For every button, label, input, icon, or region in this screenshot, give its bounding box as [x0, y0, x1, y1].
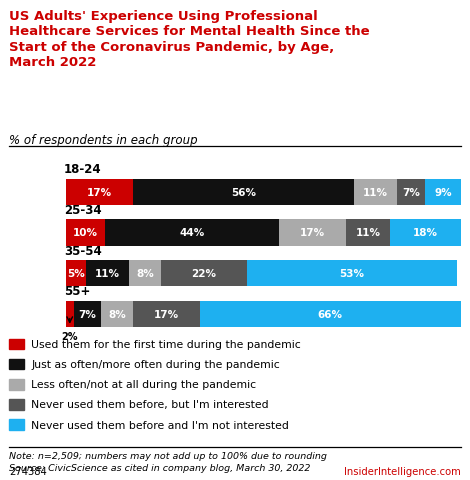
Text: 55+: 55+ — [64, 285, 90, 298]
Bar — [66, 260, 86, 287]
Bar — [66, 220, 105, 246]
Bar — [390, 220, 461, 246]
Text: 9%: 9% — [434, 188, 452, 197]
Bar — [247, 260, 457, 287]
Text: 11%: 11% — [363, 188, 388, 197]
Text: Note: n=2,509; numbers may not add up to 100% due to rounding
Source: CivicScien: Note: n=2,509; numbers may not add up to… — [9, 451, 327, 472]
Bar — [354, 180, 398, 205]
Text: 35-54: 35-54 — [64, 244, 102, 257]
Text: 66%: 66% — [318, 309, 343, 319]
Text: 8%: 8% — [136, 268, 154, 278]
Bar — [129, 260, 161, 287]
Text: 10%: 10% — [73, 228, 98, 238]
Bar — [398, 180, 425, 205]
Text: 11%: 11% — [95, 268, 120, 278]
Text: InsiderIntelligence.com: InsiderIntelligence.com — [344, 466, 461, 476]
Text: 7%: 7% — [78, 309, 96, 319]
Text: % of respondents in each group: % of respondents in each group — [9, 133, 198, 146]
Bar — [105, 220, 279, 246]
Bar — [279, 220, 346, 246]
Text: 5%: 5% — [67, 268, 85, 278]
Bar — [74, 301, 102, 327]
Text: 25-34: 25-34 — [64, 204, 102, 216]
Bar — [133, 180, 354, 205]
Bar — [102, 301, 133, 327]
Text: Used them for the first time during the pandemic: Used them for the first time during the … — [31, 339, 301, 349]
Bar — [86, 260, 129, 287]
Text: 56%: 56% — [231, 188, 256, 197]
Bar — [161, 260, 247, 287]
Text: 22%: 22% — [191, 268, 217, 278]
Text: 17%: 17% — [300, 228, 325, 238]
Text: 17%: 17% — [87, 188, 112, 197]
Text: 2%: 2% — [62, 331, 78, 341]
Bar — [425, 180, 461, 205]
Text: 274384: 274384 — [9, 466, 47, 476]
Bar — [346, 220, 390, 246]
Text: 17%: 17% — [154, 309, 179, 319]
Text: 44%: 44% — [180, 228, 205, 238]
Text: 7%: 7% — [402, 188, 420, 197]
Text: Never used them before, but I'm interested: Never used them before, but I'm interest… — [31, 400, 269, 409]
Text: 8%: 8% — [108, 309, 126, 319]
Bar — [66, 301, 74, 327]
Text: Less often/not at all during the pandemic: Less often/not at all during the pandemi… — [31, 380, 257, 389]
Bar — [66, 180, 133, 205]
Text: 18-24: 18-24 — [64, 163, 102, 176]
Text: 11%: 11% — [355, 228, 380, 238]
Text: US Adults' Experience Using Professional
Healthcare Services for Mental Health S: US Adults' Experience Using Professional… — [9, 10, 370, 69]
Bar — [133, 301, 200, 327]
Text: 18%: 18% — [413, 228, 438, 238]
Text: Never used them before and I'm not interested: Never used them before and I'm not inter… — [31, 420, 290, 430]
Text: 53%: 53% — [339, 268, 365, 278]
Bar — [200, 301, 461, 327]
Text: Just as often/more often during the pandemic: Just as often/more often during the pand… — [31, 360, 280, 369]
